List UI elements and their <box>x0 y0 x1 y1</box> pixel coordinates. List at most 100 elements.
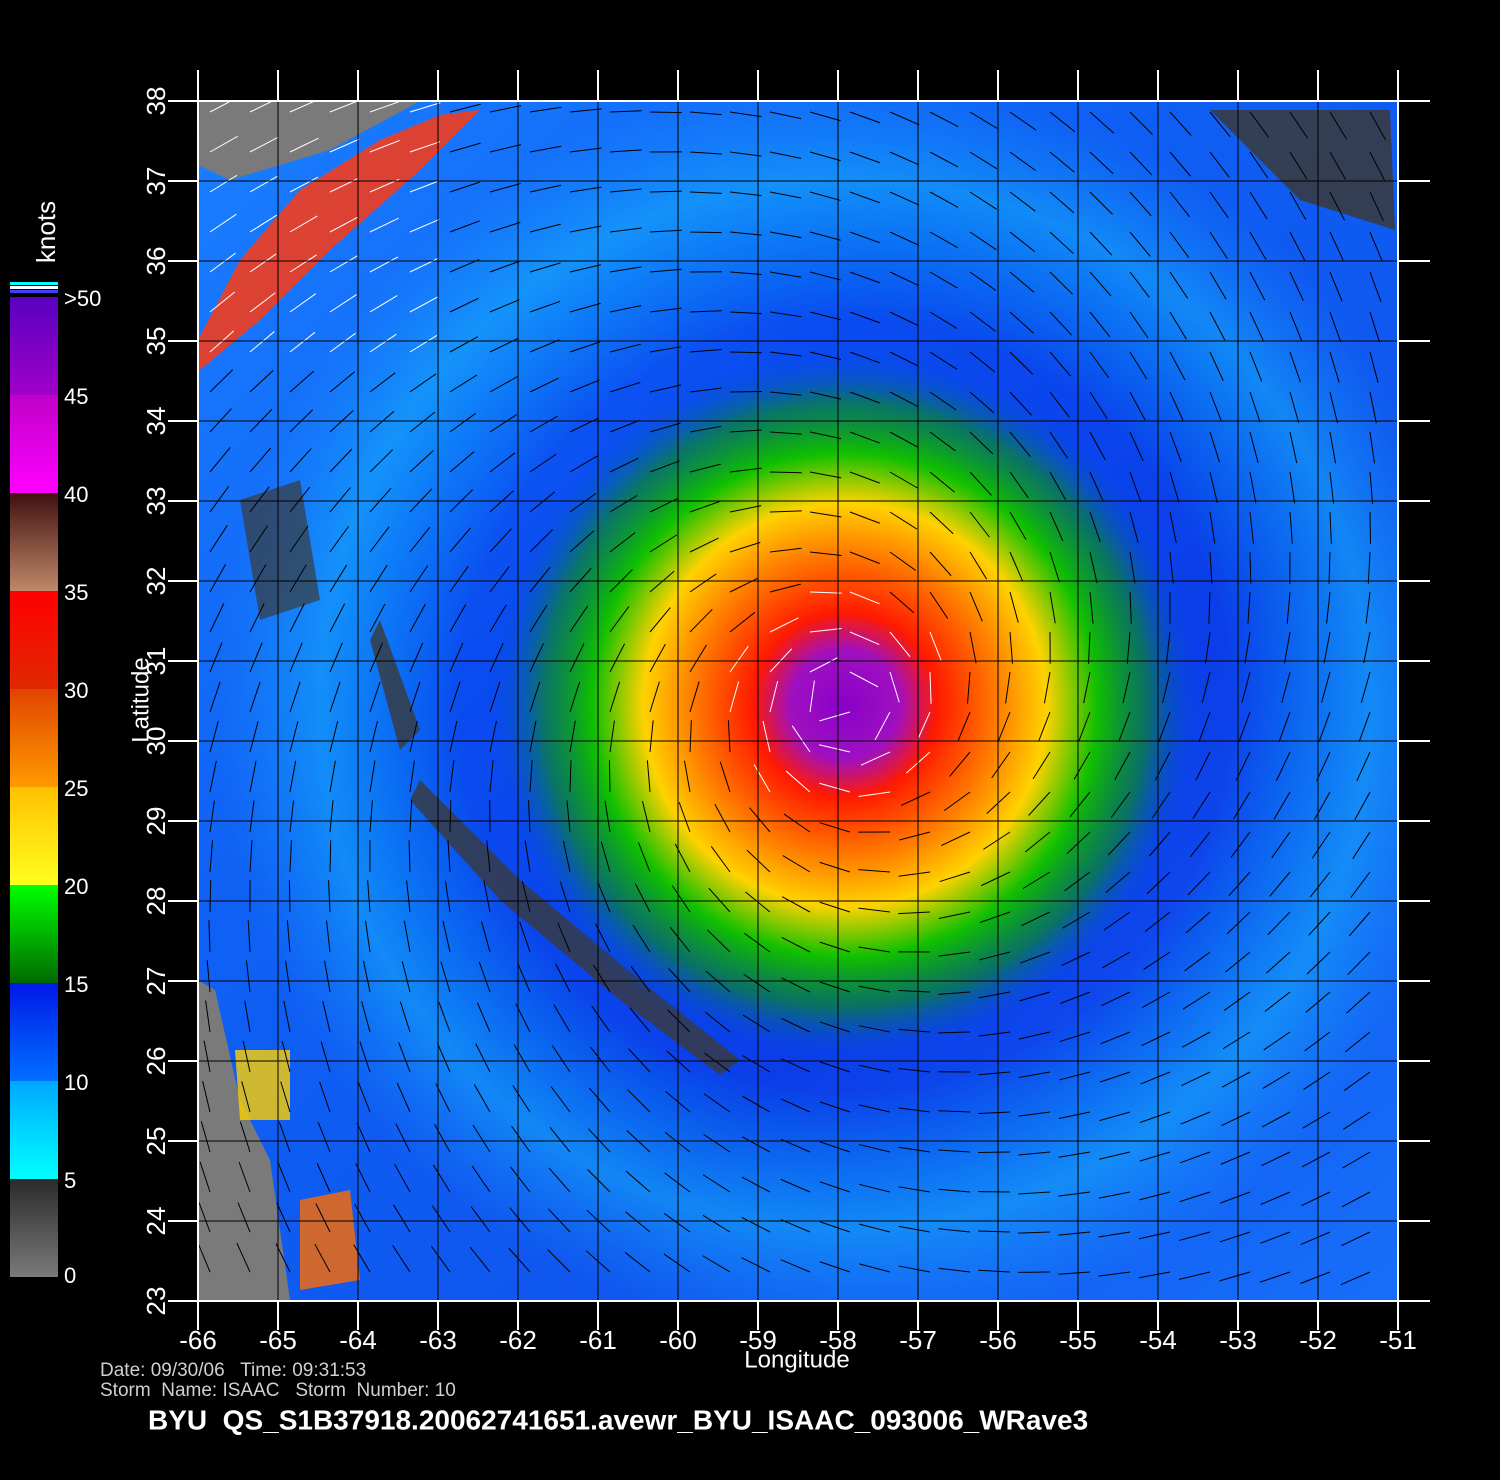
wind-barb <box>1302 1111 1331 1129</box>
wind-barb <box>889 151 920 166</box>
wind-barb <box>609 457 639 473</box>
wind-barb <box>678 801 691 833</box>
wind-barb <box>369 642 384 673</box>
wind-barb <box>449 336 479 353</box>
wind-barb <box>1060 991 1091 1004</box>
wind-barb <box>1369 391 1377 424</box>
wind-barb <box>1209 471 1218 504</box>
wind-barb <box>1209 511 1216 544</box>
wind-barb <box>1138 1231 1171 1240</box>
wind-barb <box>394 1163 411 1193</box>
wind-barb <box>1088 631 1091 664</box>
wind-barb <box>430 1245 451 1273</box>
wind-barb <box>1354 791 1371 821</box>
wind-barb <box>969 351 996 373</box>
wind-barb <box>916 711 931 742</box>
wind-barb <box>929 631 943 662</box>
wind-barb <box>1019 991 1051 1002</box>
wind-barb <box>1098 1151 1131 1160</box>
wind-barb <box>1143 951 1171 970</box>
wind-barb <box>395 1123 411 1153</box>
wind-barb <box>1059 1071 1091 1081</box>
wind-barb <box>278 1121 291 1153</box>
wind-barb <box>664 1172 691 1193</box>
colorbar-band <box>10 591 58 689</box>
wind-barb <box>849 511 880 524</box>
wind-barb <box>969 271 997 291</box>
wind-barb <box>1221 1111 1251 1127</box>
wind-barb <box>1286 591 1291 624</box>
wind-barb <box>364 920 371 953</box>
wind-barb <box>1269 871 1291 897</box>
colorbar-tick-label: 30 <box>64 678 88 703</box>
wind-barb <box>1369 471 1374 504</box>
wind-barb <box>209 252 236 273</box>
colorbar-cap <box>10 290 58 293</box>
wind-barb <box>409 257 439 273</box>
colorbar-tick-label: 15 <box>64 972 88 997</box>
wind-barb <box>689 463 721 473</box>
wind-barb <box>991 751 1011 779</box>
colorbar-band <box>10 885 58 983</box>
wind-barb <box>409 373 437 393</box>
wind-barb <box>608 760 611 793</box>
wind-barb <box>1129 511 1139 543</box>
wind-barb <box>489 681 501 713</box>
wind-barb <box>609 266 642 273</box>
colorbar-tick-label: 25 <box>64 776 88 801</box>
wind-barb <box>569 302 601 313</box>
wind-barb <box>1273 791 1291 820</box>
wind-barb <box>1300 1231 1331 1246</box>
wind-barb <box>329 294 357 313</box>
wind-barb <box>809 551 842 557</box>
wind-barb <box>440 961 451 993</box>
wind-barb <box>317 1122 331 1153</box>
wind-barb <box>449 642 464 673</box>
wind-barb <box>249 292 276 313</box>
wind-barb <box>671 885 691 913</box>
wind-barb <box>1228 871 1251 897</box>
wind-barb <box>569 455 598 473</box>
wind-barb <box>1089 431 1106 461</box>
wind-barb <box>1129 351 1148 380</box>
wind-barb <box>704 1011 731 1033</box>
wind-barb <box>409 450 434 473</box>
wind-barb <box>1261 1151 1291 1167</box>
wind-barb <box>1049 271 1073 295</box>
wind-barb <box>1129 191 1152 217</box>
wind-barb <box>1043 671 1051 704</box>
wind-barb <box>529 223 561 233</box>
wind-barb <box>1289 151 1308 180</box>
wind-barb <box>1369 151 1385 181</box>
wind-barb <box>209 840 214 873</box>
wind-barb <box>630 966 651 993</box>
wind-barb <box>209 721 219 753</box>
wind-barb <box>1342 1151 1371 1169</box>
wind-barb <box>858 1104 891 1113</box>
wind-barb <box>781 1017 811 1033</box>
wind-barb <box>1140 1071 1171 1085</box>
wind-barb <box>741 1257 771 1273</box>
wind-barb <box>1316 751 1331 782</box>
wind-barb <box>569 720 576 753</box>
wind-barb <box>434 1124 451 1153</box>
wind-barb <box>741 1216 771 1233</box>
wind-barb <box>239 1121 251 1153</box>
wind-barb <box>569 417 599 433</box>
wind-barb <box>809 391 842 400</box>
wind-barb <box>1198 711 1211 742</box>
wind-barb <box>406 880 411 913</box>
wind-barb <box>819 1221 851 1233</box>
wind-barb <box>1049 231 1074 254</box>
wind-barb <box>889 311 919 327</box>
wind-barb <box>431 1205 451 1233</box>
wind-barb <box>1344 1031 1371 1053</box>
wind-barb <box>449 181 481 193</box>
wind-barb <box>1151 791 1171 819</box>
wind-barb <box>1209 311 1226 341</box>
wind-barb <box>714 803 731 833</box>
wind-barb <box>289 760 297 793</box>
wind-barb <box>769 151 802 159</box>
wind-barb <box>819 1181 851 1193</box>
wind-barb <box>519 921 531 953</box>
